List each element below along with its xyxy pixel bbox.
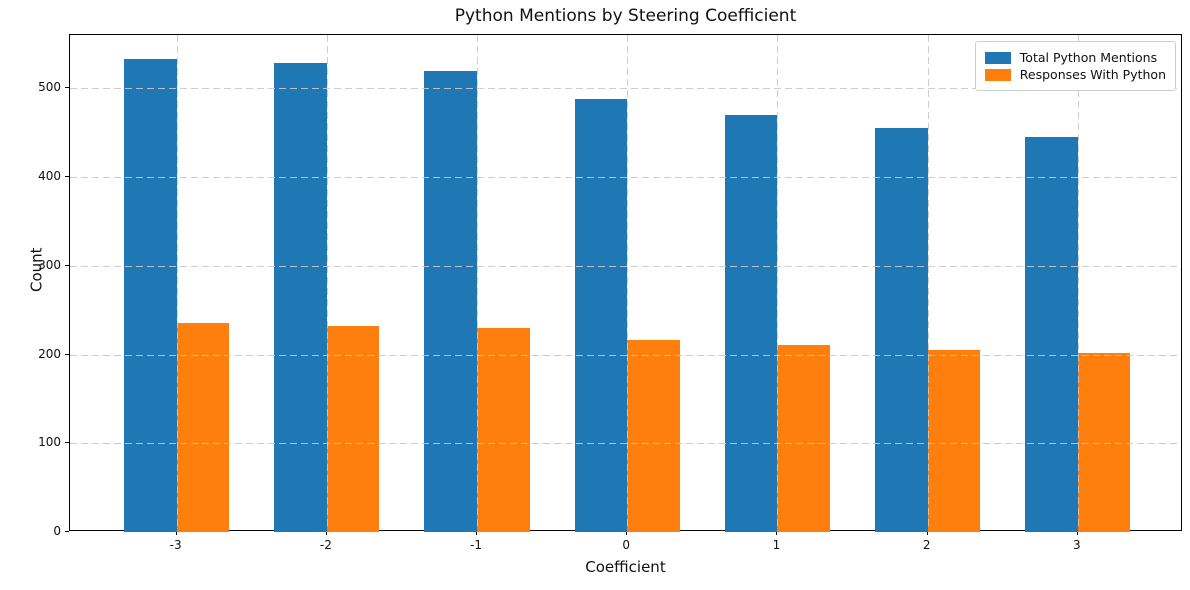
gridline-h-200: [70, 354, 1181, 356]
bar-total-mentions-x-2: [274, 63, 327, 532]
legend-label: Responses With Python: [1019, 67, 1166, 82]
x-tick-mark-2: [926, 531, 928, 535]
gridline-v-2: [927, 35, 929, 530]
bar-total-mentions-x-3: [124, 58, 177, 532]
plot-area: Total Python Mentions Responses With Pyth…: [69, 34, 1182, 532]
bar-responses-with-python-x-1: [477, 327, 530, 532]
x-tick-mark-3: [1076, 531, 1078, 535]
y-tick-mark-400: [65, 176, 69, 177]
bar-total-mentions-x0: [574, 98, 628, 532]
gridline-h-500: [70, 88, 1181, 90]
x-tick-label: 1: [772, 538, 781, 552]
bar-responses-with-python-x3: [1077, 352, 1131, 532]
y-tick-label: 300: [38, 257, 61, 272]
legend: Total Python Mentions Responses With Pyth…: [974, 41, 1176, 91]
y-tick-label: 500: [38, 80, 61, 95]
legend-swatch-icon: [984, 51, 1011, 64]
bar-total-mentions-x1: [724, 114, 778, 532]
bar-responses-with-python-x1: [777, 344, 831, 532]
x-axis-label: Coefficient: [585, 558, 666, 576]
bar-total-mentions-x3: [1025, 137, 1078, 532]
y-tick-mark-0: [65, 531, 69, 532]
gridline-h-400: [70, 177, 1181, 178]
gridline-v--3: [176, 35, 178, 530]
x-tick-label: 0: [622, 538, 631, 552]
gridline-v--2: [326, 35, 328, 530]
gridline-v--1: [477, 35, 479, 530]
bar-responses-with-python-x0: [627, 340, 680, 532]
x-tick-mark--1: [476, 531, 478, 535]
y-tick-label: 100: [38, 435, 61, 450]
y-tick-mark-200: [65, 353, 69, 355]
gridline-v-1: [777, 35, 779, 530]
legend-item-responses-with-python: Responses With Python: [984, 67, 1166, 82]
y-tick-mark-300: [65, 264, 69, 266]
gridline-v-3: [1077, 35, 1079, 530]
x-tick-label: -3: [169, 538, 182, 552]
gridline-h-100: [70, 443, 1181, 445]
legend-label: Total Python Mentions: [1019, 50, 1158, 65]
y-tick-label: 200: [38, 346, 61, 361]
gridline-v-0: [627, 35, 629, 530]
bar-responses-with-python-x2: [927, 350, 981, 532]
bar-responses-with-python-x-2: [326, 326, 380, 532]
y-tick-mark-500: [65, 87, 69, 89]
y-tick-label: 400: [38, 169, 61, 183]
x-tick-mark--3: [175, 531, 177, 535]
legend-swatch-icon: [984, 68, 1011, 81]
chart-title: Python Mentions by Steering Coefficient: [454, 6, 797, 26]
x-tick-label: -1: [470, 538, 483, 552]
legend-item-total-mentions: Total Python Mentions: [984, 50, 1166, 65]
x-tick-mark-1: [776, 531, 778, 535]
x-tick-label: 3: [1073, 538, 1081, 552]
x-tick-mark-0: [626, 531, 628, 535]
bar-total-mentions-x-1: [424, 71, 478, 532]
x-tick-label: 2: [922, 538, 931, 552]
x-tick-mark--2: [325, 531, 327, 535]
y-tick-label: 0: [53, 524, 61, 538]
y-tick-mark-100: [65, 442, 69, 444]
x-tick-label: -2: [319, 538, 332, 552]
bar-total-mentions-x2: [875, 128, 928, 532]
gridline-h-300: [70, 265, 1181, 267]
bar-responses-with-python-x-3: [176, 322, 230, 532]
